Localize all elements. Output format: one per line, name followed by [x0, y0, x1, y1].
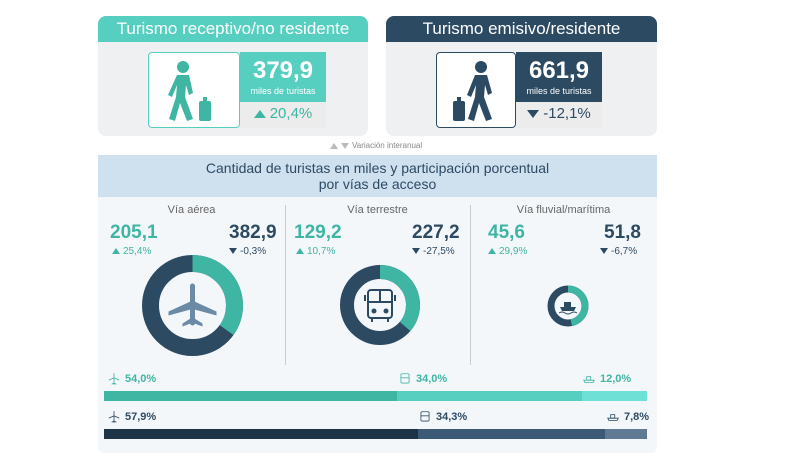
bus-icon [400, 373, 410, 384]
via-fluvial-emisivo: 51,8 [604, 222, 641, 243]
airplane-icon [108, 373, 120, 385]
via-fluvial-title: Vía fluvial/marítima [516, 204, 611, 216]
variation-legend: Variación interanual [330, 141, 422, 150]
up-arrow-icon [488, 248, 496, 255]
down-arrow-icon [527, 110, 540, 119]
via-fluvial-receptivo: 45,6 [488, 222, 525, 243]
bus-icon [420, 411, 430, 422]
airplane-icon [168, 283, 217, 327]
ship-icon [583, 376, 595, 383]
up-arrow-icon [253, 110, 266, 119]
receptivo-icon-box [148, 52, 240, 128]
share-receptivo-terrestre-label: 34,0% [398, 372, 447, 386]
receptivo-value: 379,9 [252, 57, 314, 84]
via-terrestre-title: Vía terrestre [347, 204, 408, 216]
donut-receptivo-arc [340, 265, 420, 345]
donut-receptivo-arc [142, 255, 243, 356]
section-title-1: Cantidad de turistas en miles y particip… [205, 160, 550, 176]
variation-label: Variación interanual [352, 141, 423, 150]
receptivo-title: Turismo receptivo/no residente [98, 16, 368, 42]
down-arrow-icon [412, 248, 420, 255]
column-divider [285, 205, 286, 365]
walking-tourist-icon [168, 61, 211, 121]
receptivo-stat: 379,9 miles de turistas [240, 52, 326, 102]
legend-up-arrow-icon [330, 142, 338, 149]
share-receptivo-bar [104, 391, 647, 401]
down-arrow-icon [229, 248, 237, 255]
share-receptivo-aerea-label: 54,0% [107, 372, 156, 386]
column-divider [470, 205, 471, 365]
emisivo-stat: 661,9 miles de turistas [516, 52, 602, 102]
share-emisivo-fluvial-label: 7,8% [606, 410, 649, 424]
emisivo-change: -12,1% [543, 105, 591, 122]
donut-receptivo-arc [547, 285, 589, 327]
share-bar-segment [104, 391, 398, 401]
share-value: 54,0% [125, 373, 157, 385]
via-terrestre-emisivo: 227,2 [412, 222, 460, 243]
down-arrow-icon [600, 248, 608, 255]
share-value: 34,3% [436, 411, 468, 423]
emisivo-icon-box [436, 52, 516, 128]
ship-icon [558, 302, 578, 315]
via-aerea-emisivo-pct: -0,3% [240, 246, 267, 257]
via-terrestre-emisivo-pct: -27,5% [423, 246, 455, 257]
via-fluvial-emisivo-change: -6,7% [600, 246, 637, 257]
receptivo-card: Turismo receptivo/no residente 379,9 mil… [98, 16, 368, 136]
share-value: 7,8% [624, 411, 650, 423]
via-terrestre-receptivo: 129,2 [294, 222, 342, 243]
share-emisivo-terrestre-label: 34,3% [418, 410, 467, 424]
ship-icon [607, 414, 619, 421]
via-aerea-title: Vía aérea [167, 204, 216, 216]
via-aerea-receptivo: 205,1 [110, 222, 158, 243]
share-emisivo-bar [104, 429, 647, 439]
via-terrestre-receptivo-pct: 10,7% [307, 246, 336, 257]
share-bar-segment [104, 429, 419, 439]
emisivo-unit: miles de turistas [526, 86, 592, 96]
share-bar-segment [418, 429, 605, 439]
share-value: 34,0% [416, 373, 448, 385]
receptivo-change-box: 20,4% [240, 102, 326, 128]
up-arrow-icon [296, 248, 304, 255]
bus-icon [364, 289, 396, 322]
via-aerea-receptivo-change: 25,4% [112, 246, 151, 257]
emisivo-card: Turismo emisivo/residente 661,9 miles de… [386, 16, 657, 136]
receptivo-change: 20,4% [269, 105, 313, 122]
via-fluvial-receptivo-pct: 29,9% [499, 246, 528, 257]
receptivo-unit: miles de turistas [250, 86, 316, 96]
share-bar-segment [604, 429, 647, 439]
via-aerea-donut [142, 255, 243, 356]
via-terrestre-emisivo-change: -27,5% [412, 246, 455, 257]
share-bar-segment [397, 391, 582, 401]
via-aerea-receptivo-pct: 25,4% [123, 246, 152, 257]
via-fluvial-receptivo-change: 29,9% [488, 246, 527, 257]
emisivo-title: Turismo emisivo/residente [386, 16, 657, 42]
share-bar-segment [581, 391, 647, 401]
airplane-icon [108, 411, 120, 423]
share-receptivo-fluvial-label: 12,0% [582, 372, 631, 386]
share-value: 57,9% [125, 411, 157, 423]
share-emisivo-aerea-label: 57,9% [107, 410, 156, 424]
share-value: 12,0% [600, 373, 632, 385]
section-banner: Cantidad de turistas en miles y particip… [98, 155, 657, 197]
via-terrestre-donut [340, 265, 420, 345]
emisivo-value: 661,9 [528, 57, 590, 84]
via-fluvial-emisivo-pct: -6,7% [611, 246, 638, 257]
via-aerea-emisivo-change: -0,3% [229, 246, 266, 257]
via-fluvial-donut [547, 285, 589, 327]
via-terrestre-receptivo-change: 10,7% [296, 246, 335, 257]
via-aerea-emisivo: 382,9 [229, 222, 277, 243]
section-title-2: por vías de acceso [318, 176, 437, 192]
up-arrow-icon [112, 248, 120, 255]
legend-down-arrow-icon [341, 142, 349, 149]
walking-tourist-icon [453, 61, 492, 121]
emisivo-change-box: -12,1% [516, 102, 602, 128]
